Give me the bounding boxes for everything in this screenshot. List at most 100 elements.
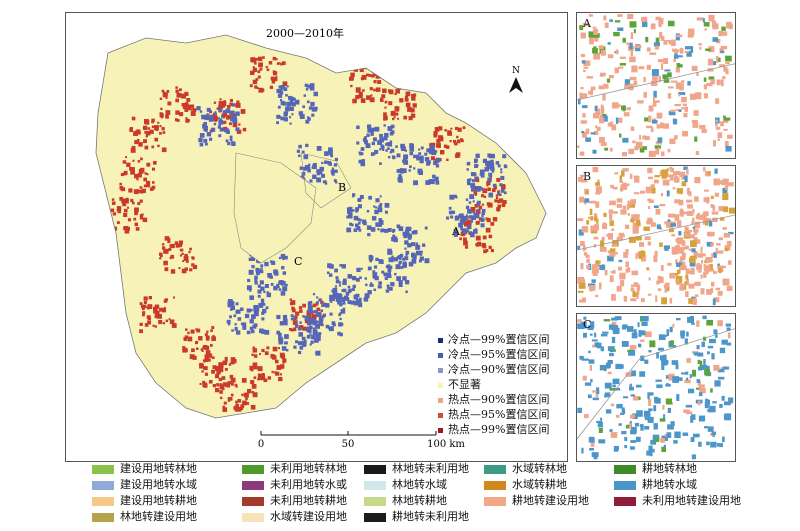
- land-change-cell: [644, 117, 650, 122]
- cold-spot-cell: [257, 268, 262, 273]
- land-change-cell: [626, 107, 631, 111]
- cold-spot-cell: [368, 255, 374, 261]
- land-change-cell: [595, 192, 601, 195]
- land-change-cell: [668, 110, 676, 116]
- cold-spot-cell: [379, 260, 384, 264]
- cold-spot-cell: [293, 345, 297, 349]
- land-change-cell: [606, 78, 611, 83]
- land-change-cell: [659, 203, 666, 207]
- land-change-cell: [592, 397, 599, 401]
- hot-spot-cell: [205, 350, 211, 355]
- hot-spot-cell: [178, 243, 183, 248]
- cold-spot-cell: [326, 271, 330, 275]
- land-change-cell: [701, 213, 705, 218]
- cold-spot-cell: [378, 219, 384, 225]
- cold-spot-cell: [337, 300, 342, 305]
- hot-spot-cell: [312, 303, 317, 308]
- cold-spot-cell: [325, 324, 330, 329]
- hot-spot-cell: [355, 87, 361, 93]
- cold-spot-cell: [218, 108, 222, 112]
- inset-b-label: B: [583, 170, 592, 183]
- hot-spot-cell: [252, 79, 258, 85]
- legend-label: 耕地转未利用地: [392, 510, 469, 523]
- land-change-legend-item: 水域转耕地: [484, 478, 567, 491]
- cold-spot-cell: [260, 301, 265, 305]
- hot-spot-cell: [201, 349, 204, 352]
- land-change-cell: [716, 55, 719, 63]
- cold-spot-cell: [466, 230, 470, 233]
- land-change-cell: [647, 198, 652, 202]
- land-change-cell: [726, 327, 731, 331]
- land-change-cell: [586, 220, 590, 225]
- legend-swatch: [364, 496, 386, 506]
- cold-spot-cell: [309, 86, 315, 91]
- legend-label: 冷点—95%置信区间: [448, 348, 550, 361]
- cold-spot-cell: [359, 194, 364, 200]
- land-change-cell: [604, 147, 609, 151]
- cold-spot-cell: [348, 214, 353, 219]
- inset-c-svg: [577, 315, 735, 460]
- land-change-cell: [674, 135, 678, 140]
- land-change-cell: [604, 392, 611, 398]
- hot-spot-cell: [202, 382, 208, 388]
- hot-spot-cell: [176, 92, 182, 98]
- hot-spot-cell: [251, 57, 257, 63]
- hot-spot-cell: [139, 329, 143, 334]
- cold-spot-cell: [280, 116, 284, 121]
- legend-label: 热点—95%置信区间: [448, 408, 550, 421]
- hotspot-legend-item: 热点—95%置信区间: [438, 406, 549, 422]
- hot-spot-cell: [221, 104, 225, 108]
- land-change-cell: [676, 108, 680, 112]
- hot-spot-cell: [165, 96, 168, 99]
- hot-spot-cell: [246, 402, 250, 405]
- cold-spot-cell: [304, 339, 307, 343]
- land-change-cell: [714, 380, 721, 387]
- hot-spot-cell: [178, 240, 184, 245]
- hot-spot-cell: [395, 112, 399, 116]
- hot-spot-cell: [237, 398, 242, 403]
- land-change-cell: [675, 317, 681, 321]
- land-change-cell: [685, 274, 689, 280]
- cold-spot-cell: [209, 137, 213, 141]
- land-change-cell: [686, 331, 689, 337]
- land-change-cell: [706, 241, 713, 247]
- hot-spot-cell: [362, 89, 365, 92]
- hot-spot-cell: [185, 102, 189, 106]
- hot-spot-cell: [179, 112, 184, 117]
- cold-spot-cell: [257, 294, 261, 298]
- land-change-cell: [595, 387, 600, 395]
- hot-spot-cell: [222, 360, 228, 366]
- land-change-cell: [692, 369, 696, 377]
- hot-spot-cell: [141, 188, 146, 194]
- hot-spot-cell: [412, 93, 417, 97]
- hot-spot-cell: [373, 88, 376, 92]
- land-change-cell: [678, 92, 686, 95]
- legend-swatch: [242, 512, 264, 522]
- cold-spot-cell: [283, 320, 288, 325]
- land-change-cell: [683, 246, 687, 250]
- cold-spot-cell: [408, 234, 412, 238]
- hot-spot-cell: [304, 318, 310, 324]
- land-change-cell: [661, 63, 664, 70]
- legend-swatch: [92, 480, 114, 490]
- land-change-cell: [655, 37, 660, 43]
- land-change-cell: [666, 174, 673, 178]
- land-change-cell: [678, 109, 682, 112]
- land-change-cell: [609, 220, 614, 226]
- hot-spot-cell: [250, 379, 255, 385]
- land-change-cell: [598, 439, 606, 444]
- cold-spot-cell: [353, 294, 359, 300]
- cold-spot-cell: [329, 294, 334, 300]
- land-change-cell: [621, 430, 627, 435]
- land-change-cell: [604, 270, 608, 276]
- land-change-cell: [577, 145, 580, 148]
- hot-spot-cell: [227, 397, 231, 400]
- land-change-cell: [721, 26, 726, 31]
- land-change-cell: [724, 245, 731, 251]
- land-change-cell: [667, 407, 672, 413]
- cold-spot-cell: [374, 209, 379, 215]
- scale-tick-50: 50: [342, 439, 355, 450]
- land-change-cell: [641, 16, 648, 22]
- cold-spot-cell: [366, 133, 370, 137]
- hot-spot-cell: [143, 304, 147, 309]
